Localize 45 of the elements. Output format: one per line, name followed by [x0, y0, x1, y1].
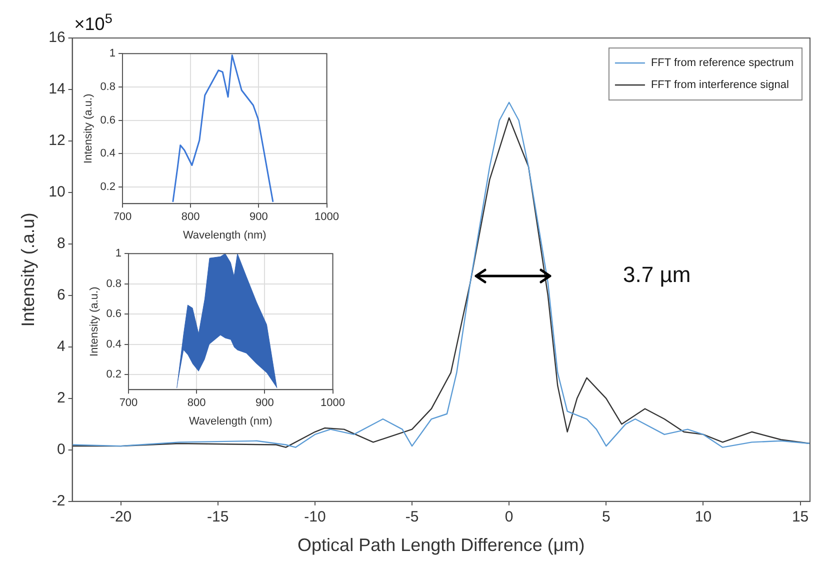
annotation: 3.7 µm	[623, 262, 691, 288]
x-tick-label: 15	[792, 508, 809, 526]
y-tick-label: 0.6	[100, 114, 116, 126]
y-tick-label: 1	[109, 48, 116, 60]
x-tick-label: 10	[694, 508, 712, 526]
y-axis-title: Intensity (.a.u)	[18, 212, 38, 327]
y-axis-title: Intensity (a.u.)	[88, 286, 101, 356]
y-tick-label: 0	[56, 441, 66, 458]
x-tick-label: 900	[249, 211, 268, 224]
x-tick-label: 5	[602, 508, 610, 526]
x-axis-title: Wavelength (nm)	[188, 415, 272, 428]
legend-label: FFT from reference spectrum	[650, 57, 794, 70]
x-tick-label: -20	[110, 508, 132, 526]
x-tick-label: 1000	[314, 211, 340, 224]
y-tick-label: 6	[56, 286, 66, 304]
x-axis-title: Optical Path Length Difference (μm)	[298, 535, 585, 556]
x-tick-label: 900	[255, 397, 274, 410]
y-tick-label: 4	[56, 338, 66, 356]
y-tick-label: 0.6	[106, 308, 122, 320]
y-tick-label: 16	[48, 29, 66, 46]
x-tick-label: 700	[113, 211, 132, 224]
x-tick-label: -15	[207, 508, 229, 526]
y-tick-label: 0.4	[100, 148, 116, 160]
x-tick-label: 800	[187, 397, 206, 410]
y-tick-label: 0.8	[106, 278, 122, 290]
x-tick-label: -10	[304, 508, 326, 526]
y-tick-label: 10	[48, 184, 66, 201]
x-tick-label: 800	[181, 211, 200, 224]
y-tick-label: 0.2	[106, 368, 122, 381]
legend-label: FFT from interference signal	[650, 79, 789, 92]
x-tick-label: 700	[119, 397, 138, 410]
y-tick-label: 1	[115, 248, 122, 260]
y-axis-title: Intensity (a.u.)	[82, 94, 95, 164]
y-tick-label: 0.4	[106, 338, 122, 350]
y-tick-label: 0.2	[100, 180, 116, 193]
x-tick-label: 0	[504, 508, 514, 526]
y-tick-label: -2	[52, 492, 66, 510]
x-tick-label: -5	[405, 508, 419, 526]
x-tick-label: 1000	[320, 397, 346, 410]
y-tick-label: 12	[48, 132, 66, 150]
x-axis-title: Wavelength (nm)	[182, 229, 266, 242]
y-tick-label: 14	[48, 80, 66, 98]
y-tick-label: 0.8	[100, 80, 116, 93]
y-tick-label: 2	[56, 390, 66, 407]
y-tick-label: 8	[56, 235, 66, 252]
